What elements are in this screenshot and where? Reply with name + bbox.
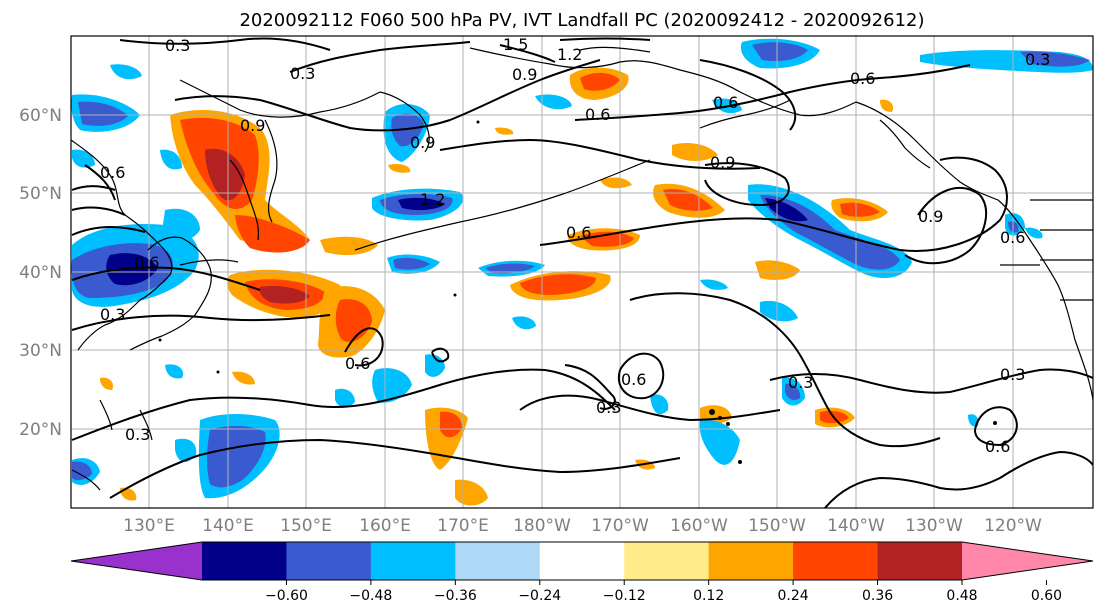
contour-label: 0.9 <box>410 133 435 152</box>
lon-tick-label: 180°W <box>513 516 571 536</box>
contour-label: 0.6 <box>621 370 646 389</box>
figure-title: 2020092112 F060 500 hPa PV, IVT Landfall… <box>239 10 924 31</box>
colorbar-tick-label: 0.48 <box>946 588 977 601</box>
colorbar-segment <box>370 542 456 580</box>
contour-label: 0.9 <box>512 65 537 84</box>
contour-label: 0.3 <box>165 36 190 55</box>
contour-label: 1.2 <box>420 190 445 209</box>
lon-tick-label: 140°E <box>202 516 254 536</box>
contour-label: 0.6 <box>100 163 125 182</box>
colorbar-extend-high <box>962 542 1093 580</box>
contour-label: 0.3 <box>100 305 125 324</box>
lon-tick-label: 120°W <box>984 516 1042 536</box>
colorbar-tick-label: 0.36 <box>862 588 893 601</box>
contour-label: 0.6 <box>850 69 875 88</box>
contour-label: 0.6 <box>566 223 591 242</box>
pv-contours <box>71 37 1093 508</box>
lat-tick-label: 50°N <box>19 184 62 204</box>
contour-label: 0.9 <box>918 207 943 226</box>
colorbar: −0.60 −0.48 −0.36 −0.24 −0.12 0.12 0.24 0.36 0.4… <box>70 541 1094 601</box>
contour-label: 0.3 <box>596 398 621 417</box>
lon-tick-label: 160°E <box>359 516 411 536</box>
colorbar-tick-label: 0.24 <box>778 588 809 601</box>
lon-tick-label: 150°E <box>280 516 332 536</box>
contour-label: 1.2 <box>557 45 582 64</box>
colorbar-outline <box>70 541 1094 581</box>
colorbar-tick-label: −0.24 <box>518 588 561 601</box>
colorbar-tick-label: −0.60 <box>265 588 308 601</box>
lon-tick-label: 150°W <box>748 516 806 536</box>
contour-label: 1.5 <box>503 35 528 54</box>
contour-label: 0.6 <box>985 437 1010 456</box>
colorbar-segment <box>539 542 625 580</box>
coastlines <box>71 46 1093 491</box>
colorbar-segment <box>202 542 287 580</box>
contour-label: 0.3 <box>1025 50 1050 69</box>
longitude-labels: 130°E 140°E 150°E 160°E 170°E 180°W 170°… <box>123 516 1042 536</box>
colorbar-segment <box>877 542 963 580</box>
colorbar-tick-label: 0.12 <box>693 588 724 601</box>
colorbar-tick-label: −0.36 <box>434 588 477 601</box>
colorbar-tick-label: −0.48 <box>349 588 392 601</box>
pv-anomaly-shading <box>71 38 1093 506</box>
contour-label: 0.6 <box>134 253 159 272</box>
lon-tick-label: 160°W <box>670 516 728 536</box>
contour-label: 0.3 <box>290 64 315 83</box>
contour-labels: 0.3 0.3 1.5 1.2 0.9 0.9 0.6 0.6 0.6 0.9 … <box>100 35 1050 456</box>
colorbar-segment <box>708 542 794 580</box>
lon-tick-label: 130°W <box>905 516 963 536</box>
lat-tick-label: 30°N <box>19 341 62 361</box>
contour-label: 0.6 <box>345 354 370 373</box>
colorbar-segment <box>286 542 372 580</box>
lon-tick-label: 130°E <box>123 516 175 536</box>
contour-label: 0.6 <box>713 93 738 112</box>
contour-label: 0.3 <box>788 373 813 392</box>
contour-label: 0.6 <box>585 105 610 124</box>
colorbar-segment <box>624 542 710 580</box>
lat-tick-label: 20°N <box>19 420 62 440</box>
lat-tick-label: 40°N <box>19 263 62 283</box>
contour-label: 0.9 <box>240 116 265 135</box>
lon-tick-label: 140°W <box>827 516 885 536</box>
map-panel: 0.3 0.3 1.5 1.2 0.9 0.9 0.6 0.6 0.6 0.9 … <box>70 35 1094 509</box>
contour-label: 0.3 <box>1000 365 1025 384</box>
contour-label: 0.9 <box>710 153 735 172</box>
colorbar-segment <box>455 542 541 580</box>
map-frame <box>70 35 1094 509</box>
latitude-labels: 60°N 50°N 40°N 30°N 20°N <box>19 106 62 440</box>
lon-tick-label: 170°E <box>437 516 489 536</box>
colorbar-extend-low <box>71 542 202 580</box>
lon-tick-label: 170°W <box>591 516 649 536</box>
colorbar-tick-label: 0.60 <box>1031 588 1062 601</box>
contour-label: 0.3 <box>125 425 150 444</box>
lat-tick-label: 60°N <box>19 106 62 126</box>
colorbar-segment <box>793 542 879 580</box>
contour-label: 0.6 <box>1000 228 1025 247</box>
colorbar-tick-label: −0.12 <box>603 588 646 601</box>
